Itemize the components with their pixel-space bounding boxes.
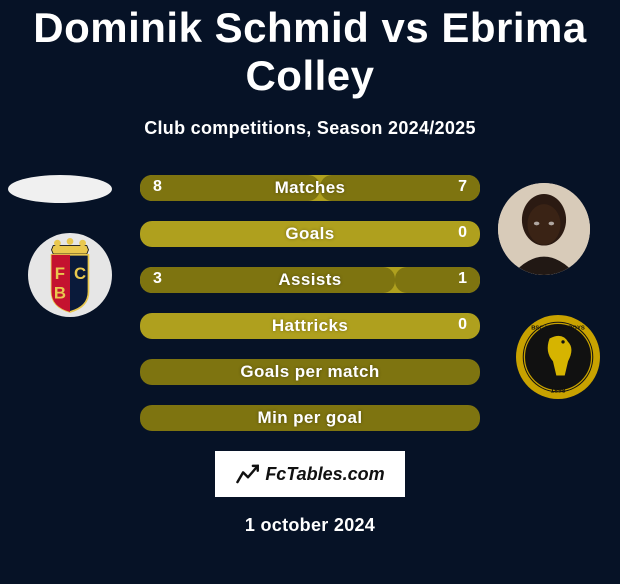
stat-right-value: 0	[458, 316, 467, 334]
brand-text: FcTables.com	[265, 464, 384, 485]
svg-text:1898: 1898	[551, 387, 566, 394]
stat-label: Goals per match	[140, 362, 480, 382]
stat-label: Min per goal	[140, 408, 480, 428]
club-badge-right: BSC YOUNG BOYS 1898	[516, 315, 600, 399]
stat-bar: 3 1Assists	[140, 267, 480, 293]
player-silhouette-icon	[498, 183, 590, 275]
club-badge-left: F B C	[28, 233, 112, 317]
stat-bar: 0Goals	[140, 221, 480, 247]
stat-label: Assists	[140, 270, 480, 290]
stat-right-value: 1	[458, 270, 467, 288]
young-boys-crest-icon: BSC YOUNG BOYS 1898	[516, 315, 600, 399]
stat-left-value: 8	[153, 178, 162, 196]
stat-label: Hattricks	[140, 316, 480, 336]
stat-right-value: 7	[458, 178, 467, 196]
stat-bar: 8 7Matches	[140, 175, 480, 201]
player-right-photo	[498, 183, 590, 275]
stat-bar: Min per goal	[140, 405, 480, 431]
page-title: Dominik Schmid vs Ebrima Colley	[0, 4, 620, 100]
stat-label: Goals	[140, 224, 480, 244]
svg-text:C: C	[74, 264, 86, 283]
fctables-logo-icon	[235, 461, 261, 487]
stat-label: Matches	[140, 178, 480, 198]
brand-box[interactable]: FcTables.com	[215, 451, 405, 497]
stat-bars: 87Matches0Goals31Assists0HattricksGoals …	[140, 175, 480, 431]
svg-text:BSC YOUNG BOYS: BSC YOUNG BOYS	[531, 325, 585, 331]
svg-text:B: B	[54, 284, 66, 303]
subtitle: Club competitions, Season 2024/2025	[0, 118, 620, 139]
stat-bar: 0Hattricks	[140, 313, 480, 339]
svg-text:F: F	[55, 264, 65, 283]
fc-basel-crest-icon: F B C	[28, 233, 112, 317]
player-left-photo	[8, 175, 112, 203]
comparison-area: F B C BSC YOUNG BOYS 1898 87Matches0Goal…	[0, 175, 620, 536]
stat-bar: Goals per match	[140, 359, 480, 385]
date-text: 1 october 2024	[0, 515, 620, 536]
stat-left-value: 3	[153, 270, 162, 288]
stat-right-value: 0	[458, 224, 467, 242]
